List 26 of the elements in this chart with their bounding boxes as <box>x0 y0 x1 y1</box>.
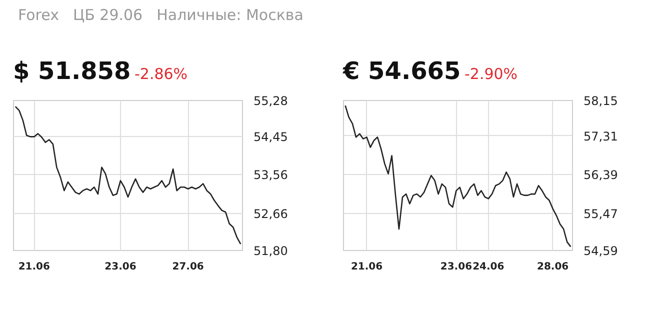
x-tick-label: 24.06 <box>472 262 504 272</box>
x-tick-label: 28.06 <box>537 262 569 272</box>
y-tick-label: 52,66 <box>254 206 288 221</box>
line-series <box>14 106 242 245</box>
x-tick-label: 23.06 <box>440 262 472 272</box>
y-tick-label: 54,59 <box>584 244 618 258</box>
chart-subtitle: -2.90% <box>464 65 518 83</box>
text: Forex <box>18 6 59 24</box>
y-tick-label: 57,31 <box>584 129 618 144</box>
y-tick-label: 55,28 <box>254 94 288 108</box>
x-tick-label: 27.06 <box>172 262 204 272</box>
text: ЦБ 29.06 <box>72 6 143 24</box>
y-tick-label: 53,56 <box>254 168 288 182</box>
y-tick-label: 58,15 <box>584 94 618 108</box>
y-tick-label: 55,47 <box>584 206 618 221</box>
chart-subtitle: -2.86% <box>134 65 188 83</box>
y-tick-label: 56,39 <box>584 168 618 182</box>
x-tick-label: 23.06 <box>104 262 136 272</box>
y-tick-label: 51,80 <box>254 244 288 258</box>
chart-title: € 54.665 <box>343 57 461 85</box>
line-series <box>344 104 572 248</box>
x-tick-label: 21.06 <box>18 262 50 272</box>
chart-title: $ 51.858 <box>13 57 131 85</box>
text: Наличные: Москва <box>156 6 304 24</box>
y-tick-label: 54,45 <box>254 130 288 144</box>
x-tick-label: 21.06 <box>350 262 383 272</box>
